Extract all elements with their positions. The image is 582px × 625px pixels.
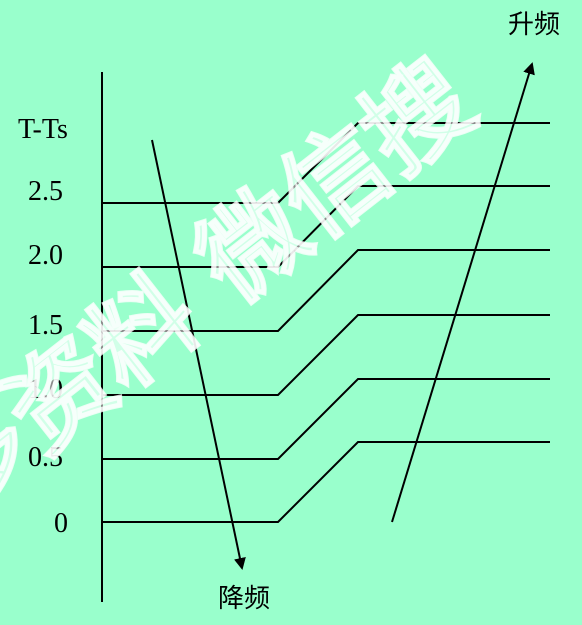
level-label-0: 0 — [54, 508, 68, 539]
level-label-0-5: 0.5 — [28, 442, 63, 473]
up-frequency-arrow — [391, 62, 535, 523]
level-label-2-0: 2.0 — [28, 240, 63, 271]
threshold-line-2-0 — [102, 185, 550, 268]
arrow-up-label: 升频 — [508, 10, 561, 40]
threshold-line-1-5 — [102, 249, 550, 332]
level-label-2-5: 2.5 — [28, 176, 63, 207]
level-label-1-0: 1.0 — [28, 374, 63, 405]
arrow-down-label: 降频 — [218, 584, 271, 614]
level-label-1-5: 1.5 — [28, 310, 63, 341]
threshold-lines — [102, 122, 550, 523]
y-axis-title: T-Ts — [18, 114, 68, 145]
threshold-line-1-0 — [102, 314, 550, 396]
threshold-line-2-5 — [102, 122, 550, 204]
threshold-line-0 — [102, 441, 550, 523]
threshold-line-0-5 — [102, 378, 550, 460]
down-frequency-arrow — [151, 139, 246, 570]
